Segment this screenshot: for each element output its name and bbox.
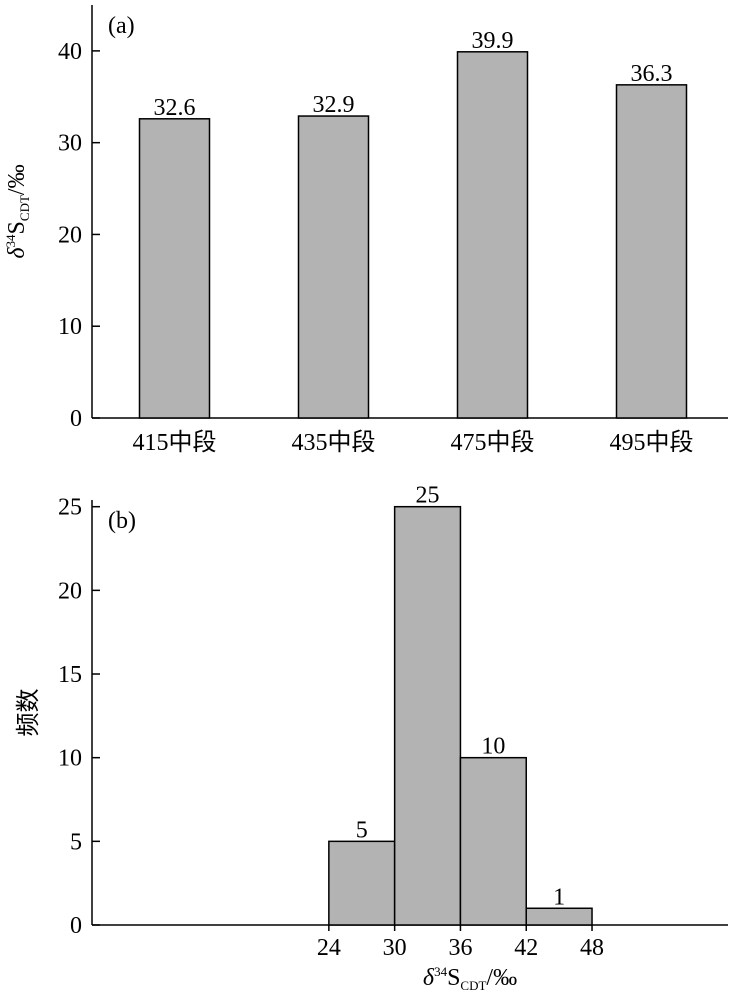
bar xyxy=(138,118,211,419)
x-axis-label: δ34SCDT/‰ xyxy=(423,964,517,993)
x-tick-label: 48 xyxy=(580,935,604,961)
label-unit: /‰ xyxy=(4,164,30,195)
label-superscript: 34 xyxy=(3,234,18,248)
histogram-bar xyxy=(459,756,527,926)
x-tick-label: 36 xyxy=(448,935,472,961)
y-tick-label: 20 xyxy=(58,222,82,248)
label-element: S xyxy=(4,221,30,234)
label-superscript: 34 xyxy=(434,964,448,979)
x-tick-label: 475中段 xyxy=(451,429,535,456)
value-label: 32.6 xyxy=(154,95,196,121)
bar xyxy=(297,115,370,419)
value-label: 10 xyxy=(481,734,505,760)
value-label: 1 xyxy=(553,884,565,910)
y-tick-label: 40 xyxy=(58,39,82,65)
y-axis-label: 频数 xyxy=(15,689,42,737)
value-label: 39.9 xyxy=(472,28,514,54)
x-tick-label: 42 xyxy=(514,935,538,961)
value-label: 25 xyxy=(416,483,440,509)
panel-label: (a) xyxy=(108,13,135,39)
value-label: 5 xyxy=(356,817,368,843)
bar xyxy=(456,51,529,419)
y-tick-label: 0 xyxy=(70,406,82,432)
y-tick-label: 20 xyxy=(58,578,82,604)
x-tick-label: 415中段 xyxy=(133,429,217,456)
label-subscript: CDT xyxy=(460,978,486,993)
label-symbol: δ xyxy=(4,247,30,259)
histogram-bar xyxy=(393,505,462,926)
histogram-bar xyxy=(525,907,593,926)
y-tick-label: 30 xyxy=(58,131,82,157)
y-tick-label: 5 xyxy=(70,829,82,855)
value-label: 32.9 xyxy=(313,92,355,118)
y-tick-label: 10 xyxy=(58,746,82,772)
label-subscript: CDT xyxy=(17,195,32,221)
y-tick-label: 15 xyxy=(58,662,82,688)
x-tick-label: 495中段 xyxy=(610,429,694,456)
y-tick-label: 0 xyxy=(70,913,82,939)
x-tick-label: 24 xyxy=(317,935,341,961)
y-tick-label: 25 xyxy=(58,495,82,521)
bar xyxy=(615,84,688,419)
y-axis-label: δ34SCDT/‰ xyxy=(3,164,32,258)
panel-label: (b) xyxy=(108,508,136,534)
label-element: S xyxy=(447,965,460,991)
histogram-bar xyxy=(328,840,396,926)
x-tick-label: 30 xyxy=(383,935,407,961)
label-unit: /‰ xyxy=(486,965,517,991)
value-label: 36.3 xyxy=(631,61,673,87)
label-symbol: δ xyxy=(423,965,435,991)
y-tick-label: 10 xyxy=(58,314,82,340)
x-tick-label: 435中段 xyxy=(292,429,376,456)
